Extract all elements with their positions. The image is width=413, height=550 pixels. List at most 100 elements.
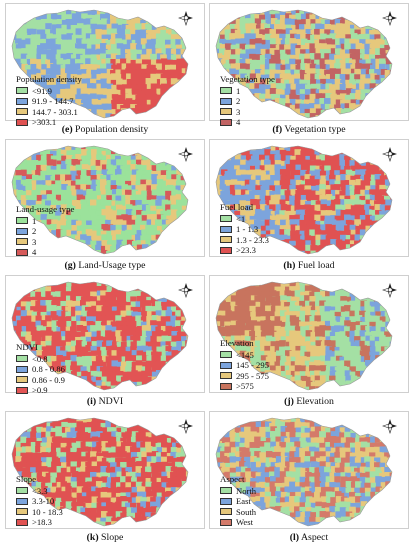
map-cell xyxy=(81,146,88,152)
map-cell xyxy=(290,146,297,152)
map-cell xyxy=(324,29,331,36)
map-cell xyxy=(245,311,252,318)
map-cell xyxy=(275,245,282,252)
map-cell xyxy=(240,215,248,222)
map-cell xyxy=(329,224,336,232)
map-cell xyxy=(115,224,123,232)
map-cell xyxy=(75,235,82,242)
map-cell xyxy=(36,53,43,61)
map-cell xyxy=(126,58,133,66)
map-cell xyxy=(379,234,386,241)
map-cell xyxy=(385,239,392,247)
map-cell xyxy=(264,184,272,192)
map-cell xyxy=(171,361,179,369)
map-cell xyxy=(255,204,263,212)
map-cell xyxy=(85,239,92,247)
map-cell xyxy=(140,291,148,299)
map-cell xyxy=(229,146,236,153)
map-cell xyxy=(81,209,89,216)
map-cell xyxy=(36,69,43,76)
map-cell xyxy=(254,14,261,21)
map-cell xyxy=(141,10,148,11)
map-cell xyxy=(161,219,169,227)
map-cell xyxy=(151,10,158,15)
map-cell xyxy=(95,244,102,252)
map-cell xyxy=(146,159,154,166)
map-cell xyxy=(85,165,93,172)
map-cell xyxy=(374,204,382,211)
map-cell xyxy=(96,391,103,394)
map-cell xyxy=(136,282,143,289)
map-cell xyxy=(216,10,222,12)
map-cell xyxy=(191,49,198,56)
map-cell xyxy=(116,219,123,226)
map-cell xyxy=(394,200,401,207)
map-cell xyxy=(216,14,222,21)
map-cell xyxy=(374,146,381,151)
map-cell xyxy=(145,78,153,85)
map-cell xyxy=(285,108,292,115)
map-cell xyxy=(95,300,103,308)
map-cell xyxy=(150,360,157,368)
map-cell xyxy=(225,200,233,208)
map-cell xyxy=(235,74,242,82)
map-cell xyxy=(185,249,188,254)
map-cell xyxy=(245,29,253,36)
map-cell xyxy=(365,74,372,81)
map-cell xyxy=(81,310,88,318)
map-cell xyxy=(131,78,139,86)
legend-swatch xyxy=(16,108,28,116)
map-cell xyxy=(191,84,198,91)
map-cell xyxy=(360,68,368,76)
map-cell xyxy=(30,34,38,41)
map-cell xyxy=(354,300,362,307)
map-cell xyxy=(36,164,43,172)
map-cell xyxy=(185,351,188,359)
map-cell xyxy=(191,93,198,100)
map-cell xyxy=(120,58,127,66)
map-cell xyxy=(250,276,257,282)
map-cell xyxy=(314,150,321,157)
map-cell xyxy=(100,10,107,11)
map-cell xyxy=(309,48,316,56)
map-cell xyxy=(121,205,129,213)
map-cell xyxy=(300,164,308,171)
map-cell xyxy=(279,286,287,294)
map-cell xyxy=(130,174,137,182)
map-cell xyxy=(160,250,167,254)
map-cell xyxy=(290,89,297,97)
map-cell xyxy=(166,291,173,299)
map-cell xyxy=(340,165,347,173)
map-cell xyxy=(305,146,313,152)
map-cell xyxy=(265,89,272,96)
map-cell xyxy=(20,310,28,317)
map-cell xyxy=(334,146,342,153)
map-cell xyxy=(180,194,188,201)
map-cell xyxy=(170,23,177,31)
map-cell xyxy=(36,184,43,192)
map-cell xyxy=(160,103,167,110)
map-cell xyxy=(120,371,128,379)
map-cell xyxy=(130,54,138,61)
map-cell xyxy=(136,49,143,57)
map-cell xyxy=(111,336,119,344)
map-cell xyxy=(86,311,94,318)
map-cell xyxy=(176,331,184,339)
map-cell xyxy=(55,291,62,298)
map-cell xyxy=(91,154,98,161)
map-cell xyxy=(121,160,128,167)
map-cell xyxy=(190,209,197,216)
map-cell xyxy=(180,366,187,373)
map-cell xyxy=(155,29,162,36)
map-cell xyxy=(284,190,292,197)
map-cell xyxy=(25,34,33,42)
map-cell xyxy=(365,103,373,111)
map-cell xyxy=(12,179,13,187)
map-cell xyxy=(71,385,79,390)
map-cell xyxy=(310,185,318,193)
region-outline xyxy=(215,145,393,255)
map-cell xyxy=(36,10,44,15)
map-cell xyxy=(379,114,387,118)
map-cell xyxy=(309,103,316,110)
map-cell xyxy=(285,184,292,192)
